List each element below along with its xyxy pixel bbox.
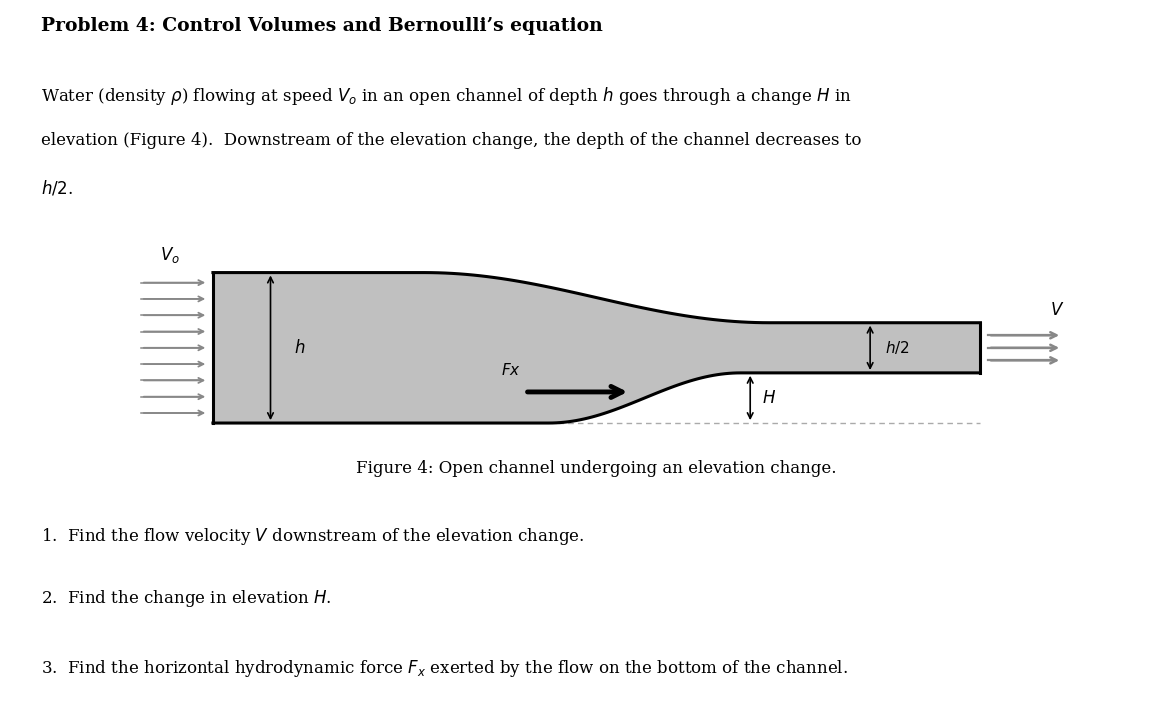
Text: $h$: $h$ — [295, 339, 305, 357]
Text: 1.  Find the flow velocity $V$ downstream of the elevation change.: 1. Find the flow velocity $V$ downstream… — [41, 526, 584, 547]
Text: Problem 4: Control Volumes and Bernoulli’s equation: Problem 4: Control Volumes and Bernoulli… — [41, 17, 603, 35]
Text: $V_o$: $V_o$ — [160, 245, 180, 265]
Text: Water (density $\rho$) flowing at speed $V_o$ in an open channel of depth $h$ go: Water (density $\rho$) flowing at speed … — [41, 85, 852, 107]
Text: elevation (Figure 4).  Downstream of the elevation change, the depth of the chan: elevation (Figure 4). Downstream of the … — [41, 132, 861, 149]
Text: 2.  Find the change in elevation $H$.: 2. Find the change in elevation $H$. — [41, 588, 331, 609]
Polygon shape — [213, 273, 980, 423]
Text: $H$: $H$ — [762, 390, 776, 408]
Text: $V$: $V$ — [1049, 302, 1064, 319]
Text: $h/2$: $h/2$ — [885, 339, 909, 356]
Text: Figure 4: Open channel undergoing an elevation change.: Figure 4: Open channel undergoing an ele… — [357, 459, 837, 477]
Text: $Fx$: $Fx$ — [501, 362, 521, 378]
Text: 3.  Find the horizontal hydrodynamic force $F_x$ exerted by the flow on the bott: 3. Find the horizontal hydrodynamic forc… — [41, 658, 848, 679]
Text: $h/2$.: $h/2$. — [41, 178, 73, 198]
